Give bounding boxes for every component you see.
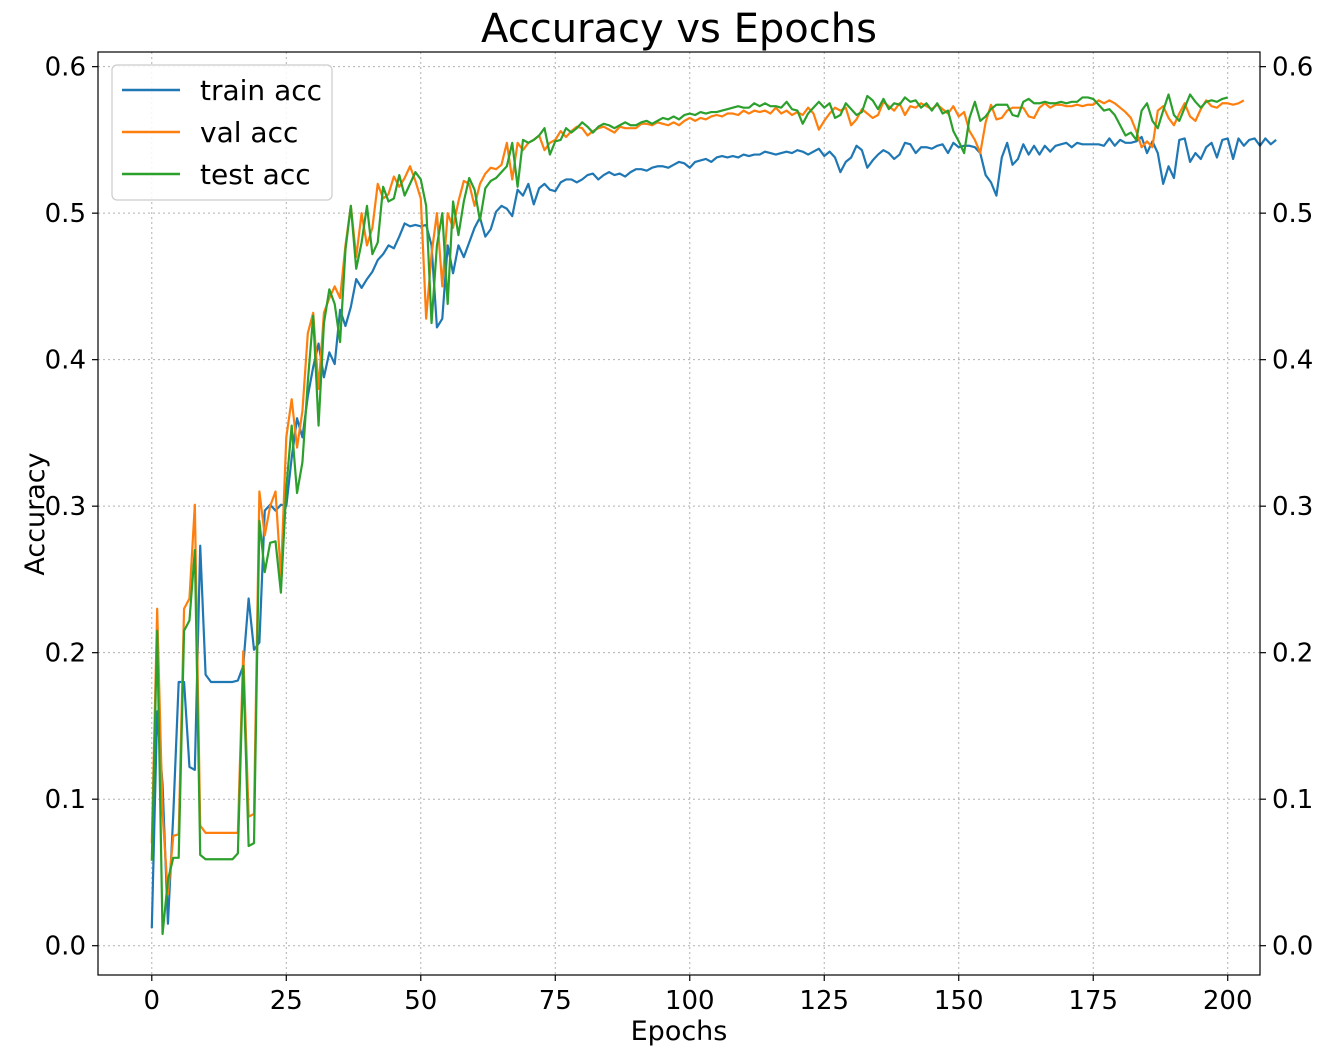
x-tick-label: 125 (799, 986, 849, 1016)
x-tick-label: 200 (1203, 986, 1253, 1016)
x-tick-label: 0 (144, 986, 161, 1016)
plot-frame (97, 51, 1261, 976)
y-tick-label-right: 0.3 (1272, 492, 1313, 522)
legend-label: test acc (200, 158, 311, 191)
y-tick-label-right: 0.5 (1272, 199, 1313, 229)
y-tick-label-left: 0.2 (45, 639, 86, 669)
y-tick-label-right: 0.1 (1272, 785, 1313, 815)
x-tick-label: 100 (665, 986, 715, 1016)
grid (98, 52, 1260, 975)
series-line-test-acc (150, 93, 1229, 936)
x-axis-ticks: 0 25 50 75 100 125 150 175 200 (144, 975, 1253, 1016)
x-tick-label: 50 (404, 986, 437, 1016)
chart-title: Accuracy vs Epochs (481, 6, 877, 52)
legend-label: val acc (200, 116, 298, 149)
x-tick-label: 175 (1068, 986, 1118, 1016)
x-tick-label: 75 (539, 986, 572, 1016)
x-tick-label: 150 (934, 986, 984, 1016)
y-tick-label-left: 0.6 (45, 53, 86, 83)
y-axis-right-ticks: 0.0 0.1 0.2 0.3 0.4 0.5 0.6 (1260, 53, 1313, 962)
y-tick-label-left: 0.4 (45, 346, 86, 376)
y-tick-label-right: 0.2 (1272, 639, 1313, 669)
legend: train acc val acc test acc (111, 64, 333, 201)
series-line-train-acc (150, 135, 1277, 929)
x-tick-label: 25 (270, 986, 303, 1016)
y-axis-left-ticks: 0.0 0.1 0.2 0.3 0.4 0.5 0.6 (45, 53, 98, 962)
y-tick-label-left: 0.3 (45, 492, 86, 522)
legend-box (111, 64, 333, 201)
legend-label: train acc (200, 74, 322, 107)
y-tick-label-right: 0.6 (1272, 53, 1313, 83)
series-line-val-acc (150, 99, 1245, 896)
y-tick-label-left: 0.5 (45, 199, 86, 229)
y-tick-label-left: 0.1 (45, 785, 86, 815)
y-tick-label-left: 0.0 (45, 932, 86, 962)
y-tick-label-right: 0.0 (1272, 932, 1313, 962)
series-layer (150, 93, 1277, 936)
x-axis-label: Epochs (631, 1016, 728, 1047)
y-axis-label: Accuracy (20, 452, 51, 575)
y-tick-label-right: 0.4 (1272, 346, 1313, 376)
